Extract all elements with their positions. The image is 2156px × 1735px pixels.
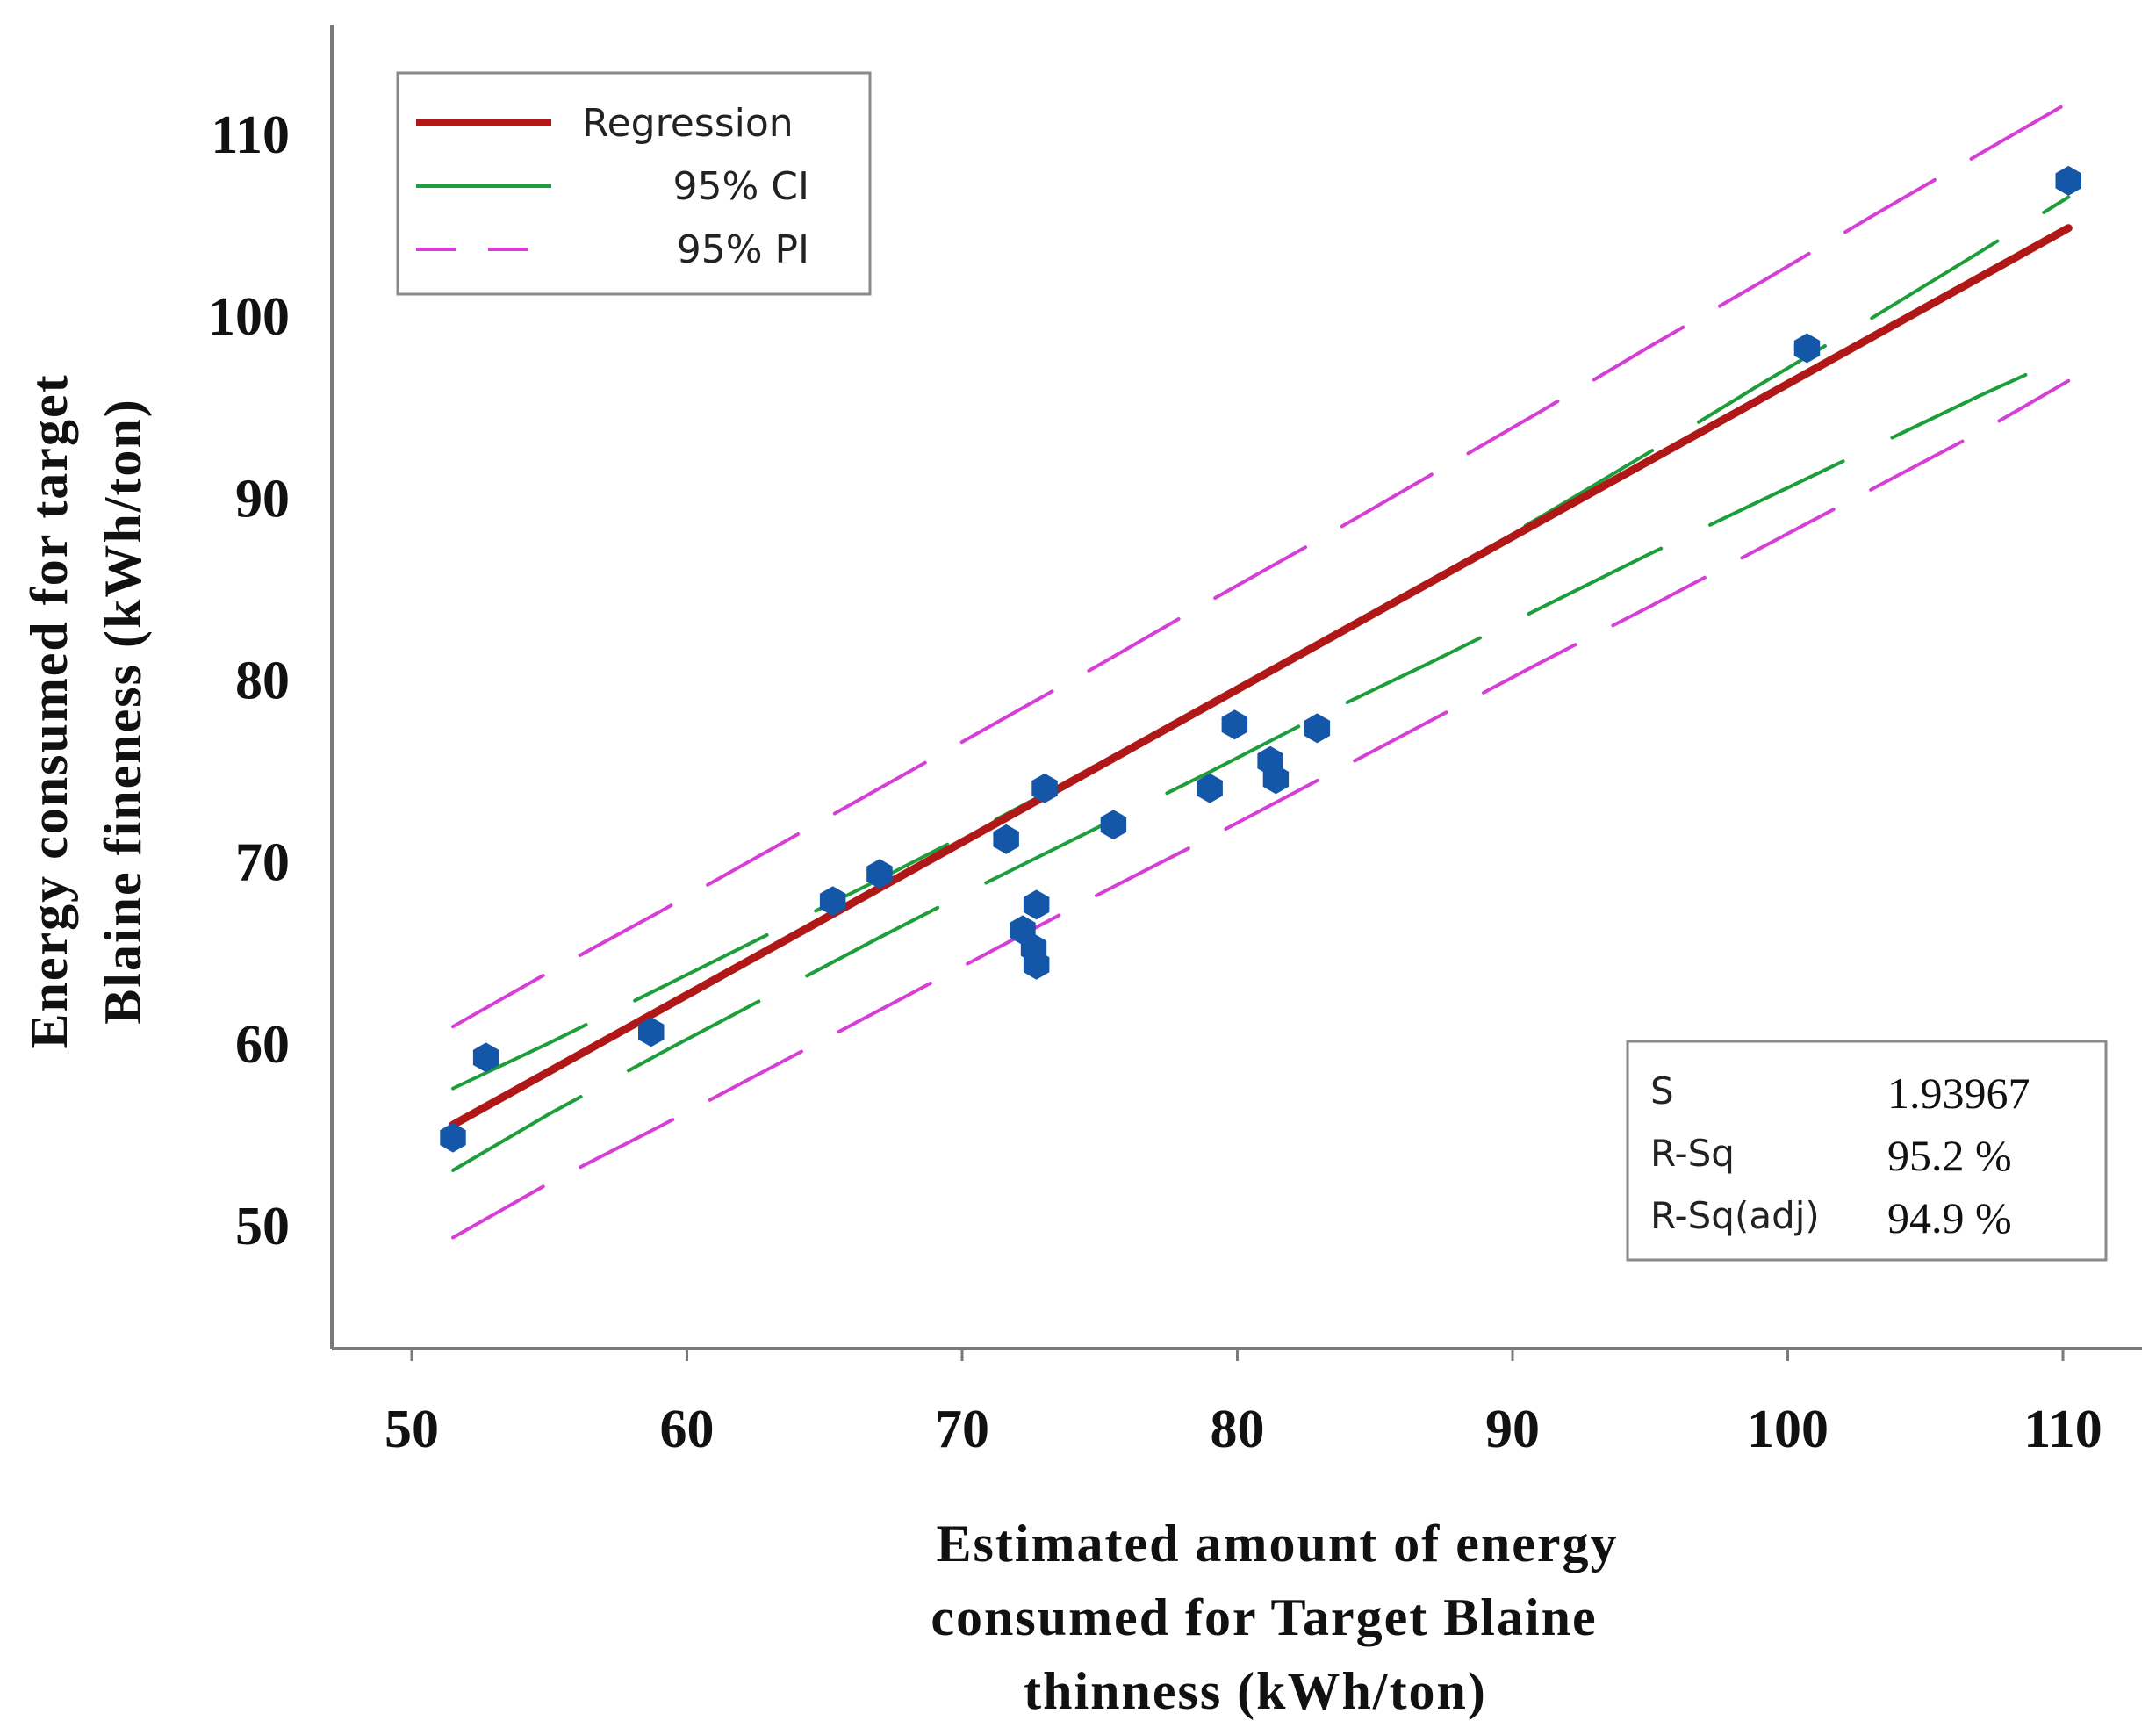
y-tick-label: 70 xyxy=(235,833,290,893)
legend: Regression 95% CI 95% PI xyxy=(396,71,872,296)
x-axis-title: Estimated amount of energy consumed for … xyxy=(931,1515,1619,1720)
data-point xyxy=(1262,764,1290,795)
ci-upper-line xyxy=(451,195,2071,1091)
data-point xyxy=(819,886,846,917)
y-axis-title: Energy consumed for target Blaine finene… xyxy=(20,373,152,1048)
y-axis-title-line-1: Energy consumed for target xyxy=(20,373,78,1048)
legend-label-ci: 95% CI xyxy=(673,164,809,209)
y-ticks: 50 60 70 80 90 100 110 xyxy=(208,105,290,1256)
data-point xyxy=(440,1122,466,1153)
legend-box xyxy=(396,71,872,296)
legend-label-regression: Regression xyxy=(582,101,794,146)
stats-label-rsq: R-Sq xyxy=(1650,1132,1735,1175)
stats-value-s: 1.93967 xyxy=(1887,1069,2030,1118)
ci-lower-line xyxy=(451,353,2071,1172)
data-point xyxy=(866,859,893,889)
data-point xyxy=(638,1017,665,1047)
x-axis-title-line-3: thinness (kWh/ton) xyxy=(1024,1662,1487,1720)
x-axis-title-line-1: Estimated amount of energy xyxy=(937,1515,1619,1573)
x-tick-label: 80 xyxy=(1211,1400,1265,1459)
data-points xyxy=(440,165,2081,1153)
stats-value-rsq-adj: 94.9 % xyxy=(1887,1193,2012,1242)
x-tick-label: 110 xyxy=(2023,1400,2102,1459)
ci-lines xyxy=(451,195,2071,1172)
pi-lines xyxy=(451,100,2071,1240)
y-tick-label: 90 xyxy=(235,469,290,529)
pi-lower-line xyxy=(451,378,2071,1240)
x-tick-label: 90 xyxy=(1485,1400,1540,1459)
data-point xyxy=(1221,709,1248,740)
y-tick-label: 80 xyxy=(235,652,290,711)
data-point xyxy=(993,824,1019,854)
x-tick-label: 70 xyxy=(935,1400,989,1459)
stats-box: S 1.93967 R-Sq 95.2 % R-Sq(adj) 94.9 % xyxy=(1626,1040,2108,1262)
legend-label-pi: 95% PI xyxy=(677,227,809,272)
data-point xyxy=(1304,713,1331,744)
pi-upper-line xyxy=(451,100,2071,1029)
x-axis-title-line-2: consumed for Target Blaine xyxy=(931,1588,1597,1646)
data-point xyxy=(1031,773,1058,803)
data-point xyxy=(1023,889,1050,920)
y-tick-label: 100 xyxy=(208,287,290,347)
y-tick-label: 60 xyxy=(235,1015,290,1075)
regression-line xyxy=(449,224,2073,1129)
x-tick-label: 100 xyxy=(1747,1400,1829,1459)
y-axis-title-line-2: Blaine fineness (kWh/ton) xyxy=(94,398,152,1024)
data-point xyxy=(2055,165,2081,196)
y-tick-label: 110 xyxy=(211,105,290,165)
stats-label-rsq-adj: R-Sq(adj) xyxy=(1650,1194,1820,1237)
data-point xyxy=(1023,949,1050,980)
x-tick-label: 60 xyxy=(660,1400,715,1459)
stats-box-frame xyxy=(1626,1040,2108,1262)
data-point xyxy=(1100,810,1127,840)
stats-value-rsq: 95.2 % xyxy=(1887,1131,2012,1180)
x-tick-label: 50 xyxy=(384,1400,439,1459)
x-ticks: 50 60 70 80 90 100 110 xyxy=(384,1349,2102,1459)
y-tick-label: 50 xyxy=(235,1197,290,1256)
data-point xyxy=(1793,333,1821,364)
data-point xyxy=(472,1042,499,1073)
data-point xyxy=(1197,773,1223,803)
stats-label-s: S xyxy=(1650,1069,1674,1112)
